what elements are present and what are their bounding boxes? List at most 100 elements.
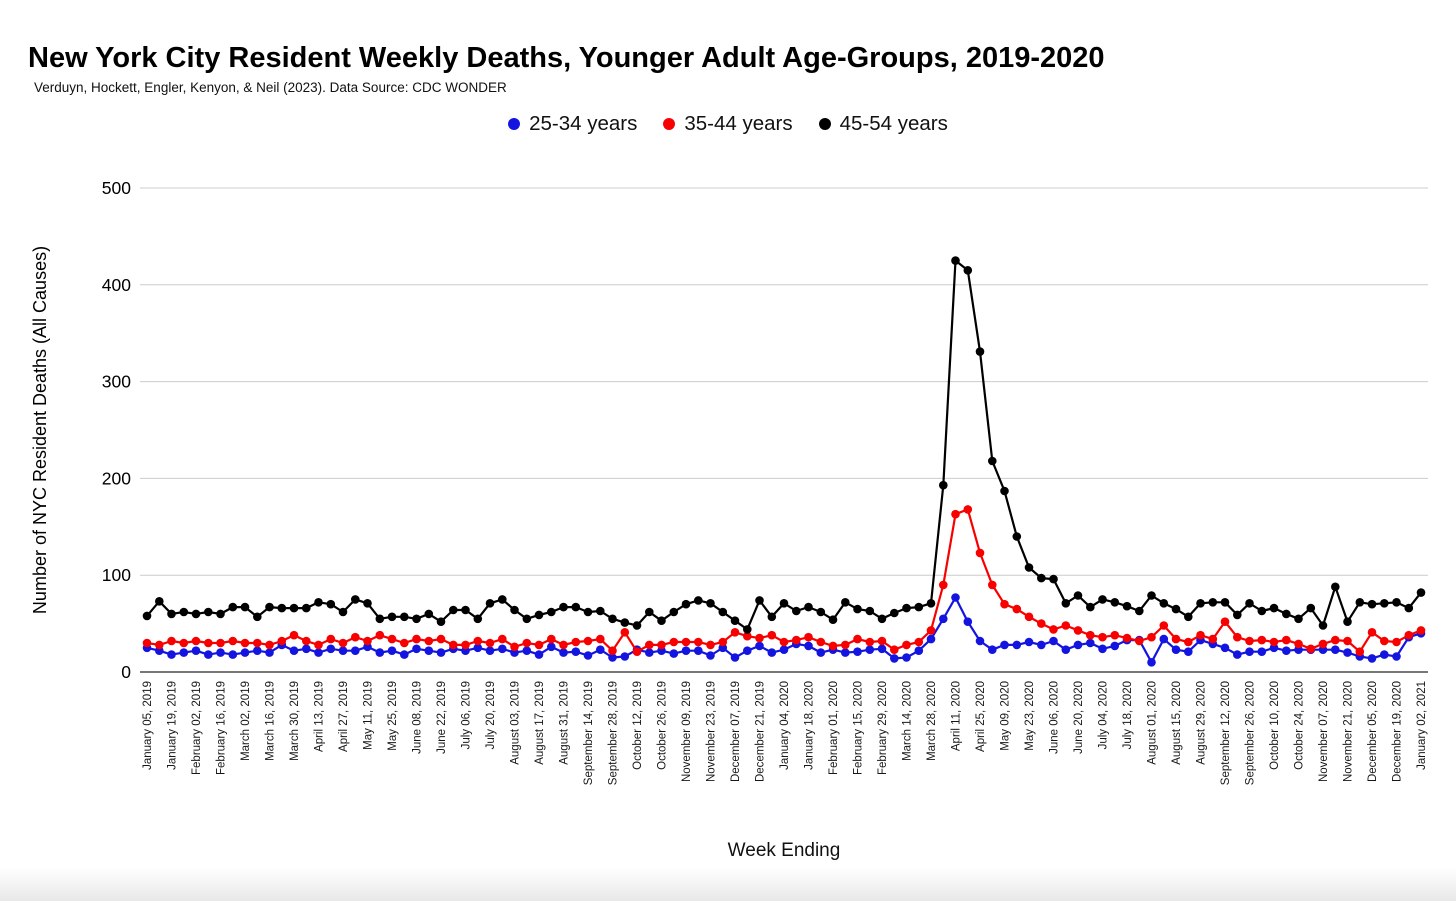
data-point: [914, 637, 924, 647]
data-point: [1159, 634, 1169, 644]
x-tick-label: April 13, 2019: [314, 681, 326, 752]
x-tick-label: October 10, 2020: [1269, 681, 1281, 770]
data-point: [240, 638, 250, 648]
data-point: [755, 641, 764, 651]
data-point: [1257, 635, 1267, 645]
data-point: [632, 621, 642, 630]
data-point: [204, 638, 213, 648]
data-point: [1184, 612, 1193, 622]
y-axis-title: Number of NYC Resident Deaths (All Cause…: [30, 246, 50, 614]
data-point: [1220, 598, 1230, 607]
x-tick-label: October 12, 2019: [632, 681, 644, 770]
legend-label: 45-54 years: [839, 112, 948, 135]
x-tick-label: April 11, 2020: [951, 681, 963, 751]
data-point: [338, 638, 348, 648]
x-tick-label: August 29, 2020: [1196, 681, 1208, 765]
data-point: [963, 505, 973, 514]
data-point: [963, 266, 973, 275]
data-point: [669, 607, 679, 617]
x-tick-label: February 16, 2019: [216, 681, 228, 775]
data-point: [1135, 606, 1144, 616]
data-point: [363, 636, 372, 646]
data-point: [289, 630, 299, 640]
data-point: [400, 638, 409, 648]
data-point: [1000, 599, 1009, 609]
data-point: [1037, 573, 1046, 583]
data-point: [522, 638, 532, 648]
data-point: [1073, 591, 1083, 600]
data-point: [449, 605, 458, 615]
data-point: [363, 599, 372, 608]
data-point: [1086, 630, 1095, 640]
data-point: [694, 596, 703, 605]
data-point: [302, 636, 311, 646]
data-point: [228, 650, 238, 659]
y-tick-label: 100: [102, 565, 131, 585]
x-tick-label: May 23, 2020: [1024, 681, 1036, 751]
x-tick-label: March 14, 2020: [902, 681, 914, 761]
series-line: [145, 259, 1423, 631]
data-point: [890, 608, 899, 618]
data-point: [167, 636, 176, 646]
data-point: [289, 646, 299, 655]
data-point: [252, 638, 262, 648]
data-point: [1110, 641, 1120, 651]
legend-dot-icon: [818, 118, 831, 130]
data-point: [1233, 650, 1242, 659]
data-point: [1024, 637, 1034, 647]
data-point: [179, 638, 189, 648]
data-point: [1135, 636, 1144, 646]
data-point: [498, 634, 507, 644]
data-point: [436, 617, 446, 626]
data-point: [1416, 626, 1426, 635]
x-tick-label: January 19, 2019: [167, 681, 179, 770]
data-point: [841, 598, 850, 607]
data-point: [265, 640, 274, 650]
data-point: [608, 614, 617, 624]
data-point: [1282, 635, 1291, 645]
x-tick-label: December 07, 2019: [730, 681, 742, 782]
data-point: [1269, 603, 1279, 613]
data-point: [204, 650, 213, 659]
x-tick-label: March 02, 2019: [240, 681, 252, 761]
data-point: [1171, 604, 1181, 614]
data-point: [902, 603, 911, 613]
data-point: [596, 634, 605, 644]
data-point: [583, 651, 593, 660]
data-point: [252, 612, 262, 622]
data-point: [1245, 599, 1254, 608]
x-tick-label: October 24, 2020: [1294, 681, 1306, 770]
data-point: [583, 636, 593, 646]
data-point: [926, 634, 936, 644]
x-tick-label: August 03, 2019: [510, 681, 522, 765]
data-point: [1037, 640, 1046, 650]
data-point: [1306, 603, 1316, 613]
x-tick-label: December 21, 2019: [755, 681, 767, 782]
data-point: [571, 637, 581, 647]
data-point: [1196, 599, 1205, 608]
series-35-44-years: [142, 505, 1426, 656]
data-point: [1184, 637, 1193, 647]
data-point: [485, 599, 495, 608]
data-point: [387, 612, 397, 622]
gridlines: [140, 187, 1428, 673]
data-point: [608, 653, 617, 662]
data-point: [1367, 654, 1377, 663]
data-point: [412, 634, 421, 644]
data-point: [620, 628, 630, 637]
data-point: [853, 634, 862, 644]
y-tick-label: 0: [121, 662, 131, 682]
data-point: [730, 616, 740, 625]
data-point: [1024, 563, 1034, 572]
x-tick-label: December 19, 2020: [1392, 681, 1404, 782]
data-point: [1208, 634, 1218, 644]
data-point: [1147, 632, 1156, 642]
data-point: [596, 645, 605, 654]
y-axis-ticks: 0 100 200 300 400 500: [102, 178, 131, 682]
legend-label: 25-34 years: [529, 112, 638, 135]
x-tick-label: February 15, 2020: [853, 681, 865, 775]
x-tick-label: September 14, 2019: [583, 681, 595, 785]
data-point: [718, 607, 728, 617]
x-tick-label: April 25, 2020: [975, 681, 987, 752]
